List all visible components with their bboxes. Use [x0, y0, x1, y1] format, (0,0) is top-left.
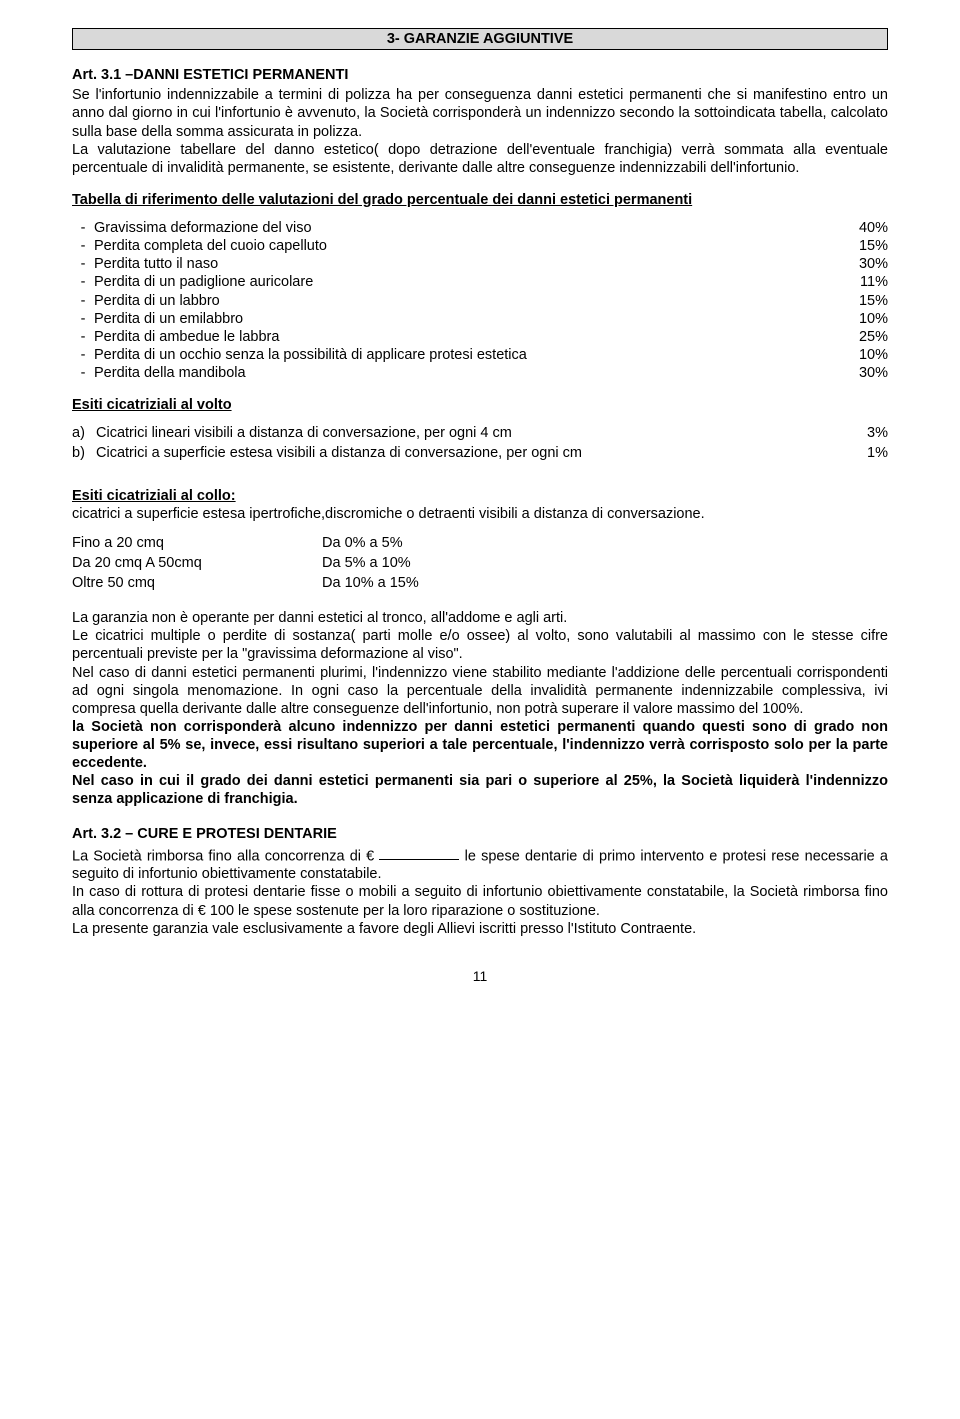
range-percent: Da 5% a 10%: [322, 553, 419, 573]
article-3-1-para-2: La valutazione tabellare del danno estet…: [72, 141, 888, 177]
valuation-label: Perdita di un occhio senza la possibilit…: [94, 346, 828, 364]
valuation-label: Perdita completa del cuoio capelluto: [94, 237, 828, 255]
letter-row: a)Cicatrici lineari visibili a distanza …: [72, 424, 888, 442]
valuation-percent: 11%: [828, 273, 888, 291]
guarantee-para-2: Le cicatrici multiple o perdite di sosta…: [72, 627, 888, 663]
article-3-2-p1a: La Società rimborsa fino alla concorrenz…: [72, 848, 379, 864]
valuation-label: Perdita della mandibola: [94, 364, 828, 382]
article-3-2-para-3: La presente garanzia vale esclusivamente…: [72, 920, 888, 938]
valuation-row: -Perdita di ambedue le labbra25%: [72, 328, 888, 346]
dash-bullet: -: [72, 292, 94, 310]
range-percent: Da 0% a 5%: [322, 533, 419, 553]
dash-bullet: -: [72, 255, 94, 273]
valuation-row: -Perdita tutto il naso30%: [72, 255, 888, 273]
esiti-volto-list: a)Cicatrici lineari visibili a distanza …: [72, 424, 888, 462]
dash-bullet: -: [72, 273, 94, 291]
valuation-label: Gravissima deformazione del viso: [94, 219, 828, 237]
valuation-percent: 25%: [828, 328, 888, 346]
valuation-row: -Perdita completa del cuoio capelluto15%: [72, 237, 888, 255]
valuation-percent: 40%: [828, 219, 888, 237]
dash-bullet: -: [72, 310, 94, 328]
valuation-row: -Perdita della mandibola30%: [72, 364, 888, 382]
article-3-2-para-1: La Società rimborsa fino alla concorrenz…: [72, 845, 888, 884]
dash-bullet: -: [72, 219, 94, 237]
range-area: Da 20 cmq A 50cmq: [72, 553, 322, 573]
letter-row: b)Cicatrici a superficie estesa visibili…: [72, 444, 888, 462]
letter-marker: b): [72, 444, 96, 462]
valuation-percent: 10%: [828, 346, 888, 364]
range-row: Oltre 50 cmqDa 10% a 15%: [72, 573, 419, 593]
article-3-1-para-1: Se l'infortunio indennizzabile a termini…: [72, 86, 888, 140]
guarantee-bold-2: Nel caso in cui il grado dei danni estet…: [72, 772, 888, 808]
valuation-label: Perdita di un labbro: [94, 292, 828, 310]
section-header: 3- GARANZIE AGGIUNTIVE: [72, 28, 888, 50]
dash-bullet: -: [72, 237, 94, 255]
dash-bullet: -: [72, 346, 94, 364]
blank-amount-field: [379, 845, 459, 861]
valuation-row: -Gravissima deformazione del viso40%: [72, 219, 888, 237]
valuation-label: Perdita di ambedue le labbra: [94, 328, 828, 346]
esiti-collo-title: Esiti cicatriziali al collo:: [72, 488, 236, 504]
valuation-row: -Perdita di un emilabbro10%: [72, 310, 888, 328]
guarantee-para-1: La garanzia non è operante per danni est…: [72, 609, 888, 627]
valuation-row: -Perdita di un padiglione auricolare11%: [72, 273, 888, 291]
range-percent: Da 10% a 15%: [322, 573, 419, 593]
range-row: Da 20 cmq A 50cmqDa 5% a 10%: [72, 553, 419, 573]
valuation-label: Perdita tutto il naso: [94, 255, 828, 273]
guarantee-bold-1: la Società non corrisponderà alcuno inde…: [72, 718, 888, 772]
dash-bullet: -: [72, 328, 94, 346]
esiti-volto-title: Esiti cicatriziali al volto: [72, 396, 888, 414]
valuation-percent: 30%: [828, 255, 888, 273]
valuation-percent: 30%: [828, 364, 888, 382]
article-3-1-title: Art. 3.1 –DANNI ESTETICI PERMANENTI: [72, 66, 888, 84]
valuation-percent: 10%: [828, 310, 888, 328]
valuation-percent: 15%: [828, 292, 888, 310]
valuation-label: Perdita di un padiglione auricolare: [94, 273, 828, 291]
guarantee-para-3: Nel caso di danni estetici permanenti pl…: [72, 664, 888, 718]
letter-percent: 1%: [848, 444, 888, 462]
valuation-table-title: Tabella di riferimento delle valutazioni…: [72, 191, 888, 209]
article-3-2-para-2: In caso di rottura di protesi dentarie f…: [72, 883, 888, 919]
range-area: Oltre 50 cmq: [72, 573, 322, 593]
dash-bullet: -: [72, 364, 94, 382]
valuation-row: -Perdita di un occhio senza la possibili…: [72, 346, 888, 364]
article-3-2-title: Art. 3.2 – CURE E PROTESI DENTARIE: [72, 825, 888, 843]
esiti-collo-text: cicatrici a superficie estesa ipertrofic…: [72, 505, 888, 523]
range-row: Fino a 20 cmqDa 0% a 5%: [72, 533, 419, 553]
valuation-percent: 15%: [828, 237, 888, 255]
valuation-row: -Perdita di un labbro15%: [72, 292, 888, 310]
range-table: Fino a 20 cmqDa 0% a 5%Da 20 cmq A 50cmq…: [72, 533, 419, 593]
range-area: Fino a 20 cmq: [72, 533, 322, 553]
letter-percent: 3%: [848, 424, 888, 442]
esiti-collo-block: Esiti cicatriziali al collo: cicatrici a…: [72, 487, 888, 523]
letter-text: Cicatrici lineari visibili a distanza di…: [96, 424, 848, 442]
letter-marker: a): [72, 424, 96, 442]
valuation-label: Perdita di un emilabbro: [94, 310, 828, 328]
valuation-table: -Gravissima deformazione del viso40%-Per…: [72, 219, 888, 382]
letter-text: Cicatrici a superficie estesa visibili a…: [96, 444, 848, 462]
page: 3- GARANZIE AGGIUNTIVE Art. 3.1 –DANNI E…: [0, 0, 960, 1419]
page-number: 11: [72, 968, 888, 986]
article-3-2: Art. 3.2 – CURE E PROTESI DENTARIE La So…: [72, 825, 888, 938]
